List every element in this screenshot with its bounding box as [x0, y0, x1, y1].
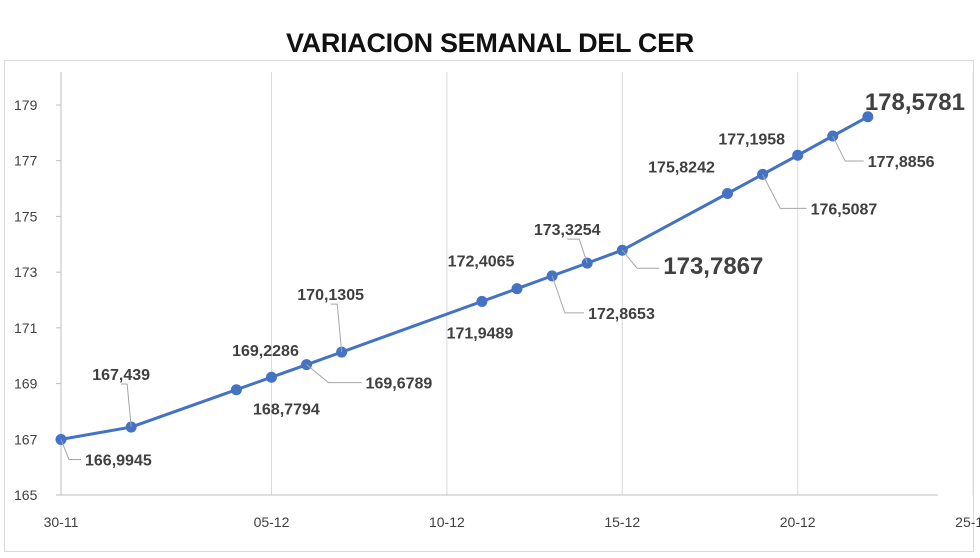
- leader-line: [330, 303, 343, 353]
- y-tick-label: 171: [14, 320, 38, 336]
- data-label: 176,5087: [811, 201, 878, 218]
- leader-line: [567, 238, 588, 264]
- data-label: 166,9945: [85, 452, 152, 469]
- leader-line: [762, 174, 807, 209]
- y-tick-label: 167: [14, 431, 38, 447]
- data-point: [476, 295, 488, 307]
- data-label: 167,439: [92, 367, 150, 384]
- x-tick-label: 15-12: [604, 514, 640, 530]
- data-label: 175,8242: [648, 159, 715, 176]
- x-tick-label: 25-12: [955, 514, 980, 530]
- data-label: 171,9489: [447, 325, 514, 342]
- x-tick-label: 30-11: [44, 514, 79, 530]
- data-point: [792, 149, 804, 161]
- chart-title: VARIACION SEMANAL DEL CER: [285, 28, 695, 58]
- y-tick-label: 173: [14, 264, 38, 280]
- leader-line: [60, 439, 81, 460]
- data-label: 168,7794: [253, 402, 320, 419]
- y-tick-label: 165: [14, 487, 38, 503]
- data-point: [862, 111, 874, 123]
- data-label: 172,4065: [448, 254, 515, 271]
- data-point: [511, 283, 523, 295]
- data-label: 173,3254: [534, 222, 601, 239]
- data-point: [265, 371, 277, 383]
- x-tick-label: 10-12: [429, 514, 465, 530]
- x-tick-label: 05-12: [254, 514, 290, 530]
- y-tick-label: 179: [14, 97, 38, 113]
- data-label: 169,2286: [232, 343, 299, 360]
- leader-line: [551, 275, 585, 314]
- data-label: 169,6789: [366, 376, 433, 393]
- leader-line: [121, 383, 132, 428]
- leader-line: [832, 135, 864, 162]
- data-label: 178,5781: [865, 89, 965, 116]
- data-point: [722, 187, 734, 199]
- y-tick-label: 169: [14, 376, 38, 392]
- x-tick-label: 20-12: [780, 514, 816, 530]
- data-label: 177,1958: [718, 131, 785, 148]
- data-label: 177,8856: [868, 154, 935, 171]
- leader-line: [306, 364, 362, 384]
- data-label: 170,1305: [297, 287, 364, 304]
- data-point: [230, 384, 242, 396]
- data-label: 173,7867: [663, 253, 763, 280]
- y-tick-label: 177: [14, 153, 38, 169]
- series-line: [60, 115, 869, 441]
- leader-line: [621, 249, 660, 269]
- y-tick-label: 175: [14, 208, 38, 224]
- data-label: 172,8653: [588, 306, 655, 323]
